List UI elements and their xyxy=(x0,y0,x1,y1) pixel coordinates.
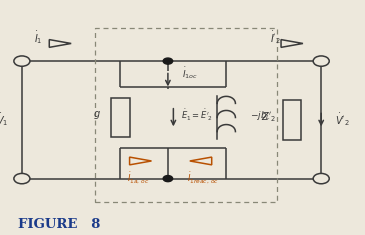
Bar xyxy=(283,100,301,140)
Text: FIGURE   8: FIGURE 8 xyxy=(18,218,101,231)
Text: $-jb_L$: $-jb_L$ xyxy=(250,109,271,122)
Text: $\dot{I}_{1reac,\,oc}$: $\dot{I}_{1reac,\,oc}$ xyxy=(187,171,219,186)
Text: $\dot{E}_1 = \dot{E}'_2$: $\dot{E}_1 = \dot{E}'_2$ xyxy=(181,107,213,123)
Bar xyxy=(111,98,130,137)
Circle shape xyxy=(163,58,173,64)
Text: $Z'_2$: $Z'_2$ xyxy=(261,111,276,124)
Circle shape xyxy=(14,56,30,66)
Circle shape xyxy=(14,173,30,184)
Text: $\dot{V}'_2$: $\dot{V}'_2$ xyxy=(335,111,350,128)
Text: $\dot{I}_1$: $\dot{I}_1$ xyxy=(34,29,43,46)
Circle shape xyxy=(163,176,173,182)
Circle shape xyxy=(313,56,329,66)
Bar xyxy=(95,28,277,202)
Text: $\dot{I}_{1a,\,oc}$: $\dot{I}_{1a,\,oc}$ xyxy=(127,171,150,186)
Text: $\dot{I}_{1oc}$: $\dot{I}_{1oc}$ xyxy=(182,65,199,81)
Text: $\dot{I}'_2$: $\dot{I}'_2$ xyxy=(270,29,281,46)
Text: $g$: $g$ xyxy=(93,109,101,121)
Circle shape xyxy=(313,173,329,184)
Text: $\dot{V}_1$: $\dot{V}_1$ xyxy=(0,111,8,128)
